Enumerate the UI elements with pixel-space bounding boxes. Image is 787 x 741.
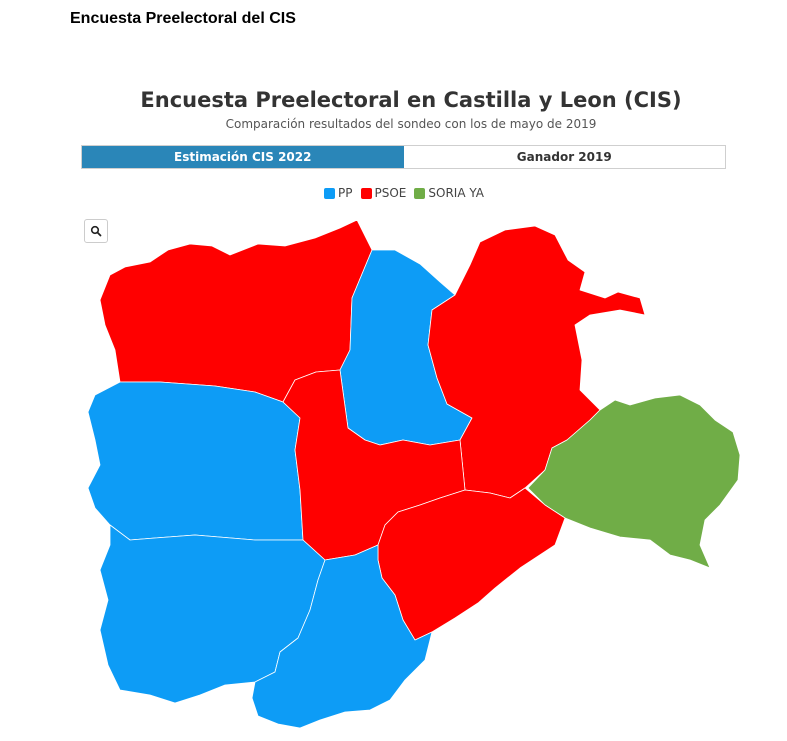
tab-estimacion-cis-2022[interactable]: Estimación CIS 2022 xyxy=(82,146,404,168)
legend-label-soria-ya: SORIA YA xyxy=(428,186,484,200)
province-avila[interactable] xyxy=(251,544,433,729)
province-zamora[interactable] xyxy=(87,381,304,541)
legend-label-psoe: PSOE xyxy=(374,186,407,200)
search-icon xyxy=(90,225,102,237)
legend-label-pp: PP xyxy=(338,186,353,200)
province-segovia[interactable] xyxy=(377,487,566,641)
legend-item-soria-ya[interactable]: SORIA YA xyxy=(414,186,484,200)
tab-bar: Estimación CIS 2022 Ganador 2019 xyxy=(81,145,726,169)
tab-ganador-2019[interactable]: Ganador 2019 xyxy=(403,146,725,168)
legend-swatch-soria-ya xyxy=(414,187,426,199)
legend: PP PSOE SORIA YA xyxy=(0,186,787,200)
province-burgos[interactable] xyxy=(427,225,646,499)
zoom-button[interactable] xyxy=(84,219,108,243)
page-heading: Encuesta Preelectoral del CIS xyxy=(70,10,296,27)
province-soria[interactable] xyxy=(527,394,741,569)
chart-subtitle: Comparación resultados del sondeo con lo… xyxy=(225,117,597,131)
legend-swatch-pp xyxy=(324,187,336,199)
legend-swatch-psoe xyxy=(360,187,372,199)
legend-item-psoe[interactable]: PSOE xyxy=(360,186,407,200)
chart-title: Encuesta Preelectoral en Castilla y Leon… xyxy=(140,88,682,112)
legend-item-pp[interactable]: PP xyxy=(324,186,353,200)
